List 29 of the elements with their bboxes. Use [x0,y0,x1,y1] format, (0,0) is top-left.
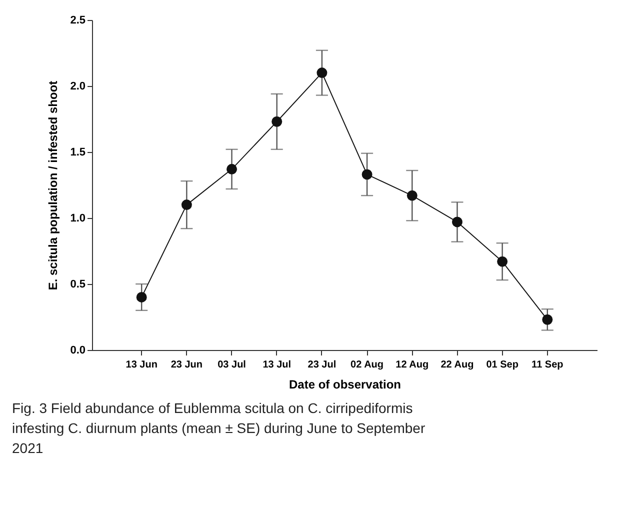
x-axis-title: Date of observation [288,378,402,392]
x-tick-label: 12 Aug [396,360,429,370]
y-tick-label: 2.0 [70,80,86,92]
point [272,116,282,127]
y-tick-label: 1.0 [70,212,86,224]
y-tick-label: 2.5 [70,14,86,26]
point [542,314,553,325]
x-tick-label: 02 Aug [350,360,384,370]
point [452,216,462,228]
x-tick-label: 13 Jun [126,360,158,370]
point [362,169,372,180]
y-tick-label: 0.0 [70,344,86,356]
x-tick-label: 23 Jun [170,360,203,370]
x-tick-label: 22 Aug [440,360,474,370]
x-tick-label: 11 Sep [532,360,564,370]
y-tick-label: 0.5 [70,278,86,290]
point [136,292,147,302]
caption: Fig. 3 Field abundance of Eublemma scitula on C. cirripediformis infesting C. diurnum plants (mean ± SE) during June to September 2021 [12,400,426,456]
x-tick-label: 23 Jul [308,360,336,370]
point [497,256,508,267]
point [406,190,418,201]
point [181,200,192,210]
point [226,164,238,174]
y-tick-label: 1.5 [70,146,86,158]
x-tick-label: 13 Jul [262,360,292,370]
y-axis-title: E. scitula population / infested shoot [46,80,60,290]
x-tick-label: 01 Sep [486,360,518,370]
point [316,68,328,78]
x-tick-label: 03 Jul [218,360,246,370]
